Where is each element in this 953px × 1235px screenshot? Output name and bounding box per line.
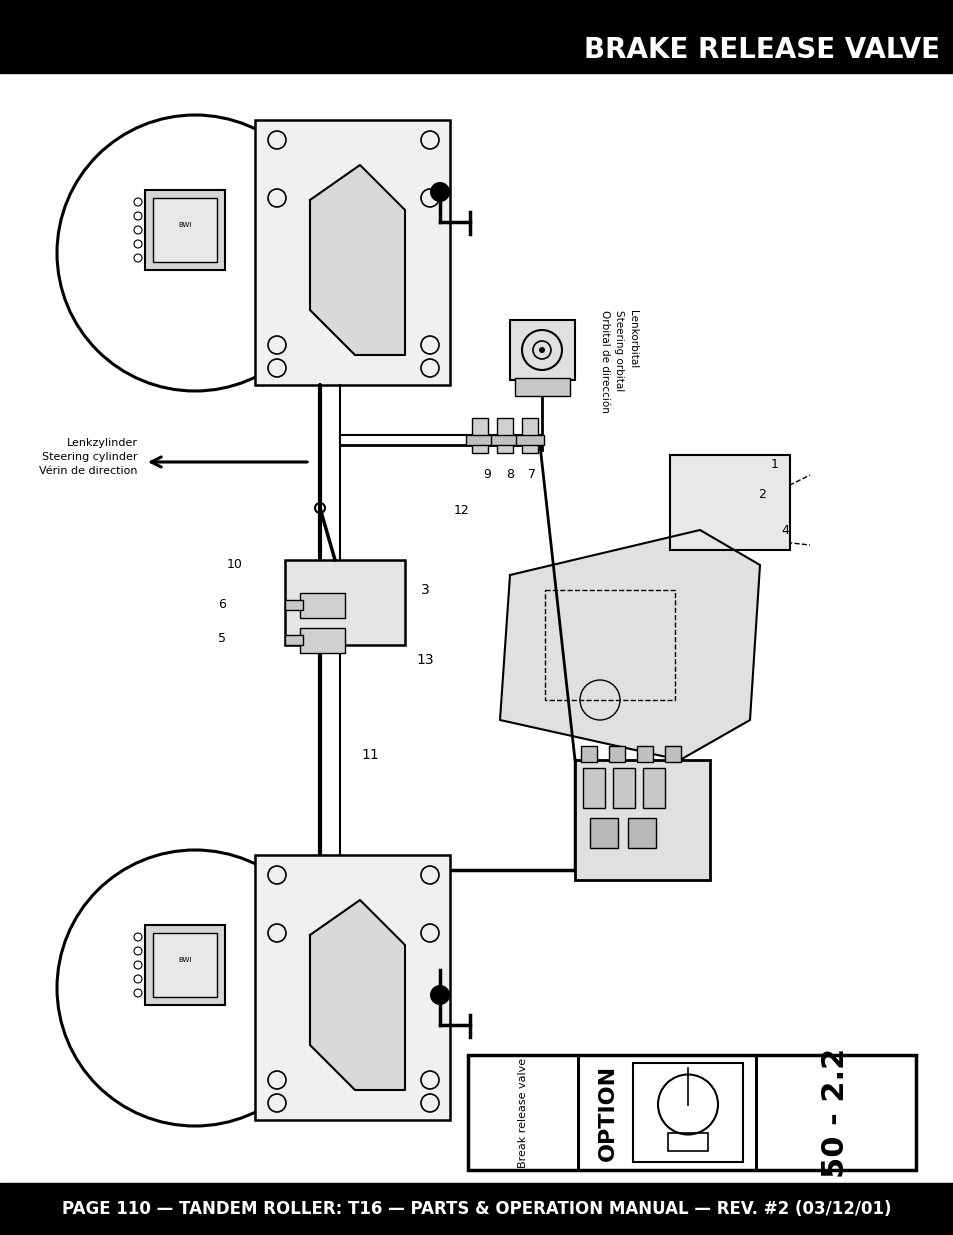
Text: 12: 12 [454, 504, 470, 516]
Circle shape [538, 347, 544, 353]
Circle shape [430, 986, 450, 1005]
Text: 11: 11 [361, 748, 378, 762]
Bar [491, 435, 518, 445]
Bar [578, 1055, 755, 1170]
Text: BWI: BWI [178, 957, 192, 963]
Bar [285, 559, 405, 645]
Text: 13: 13 [416, 653, 434, 667]
Bar [582, 768, 604, 808]
Text: 3: 3 [420, 583, 429, 597]
Bar [589, 818, 618, 848]
Text: 50 - 2.2: 50 - 2.2 [821, 1047, 850, 1178]
Polygon shape [310, 900, 405, 1091]
Text: PAGE 110 — TANDEM ROLLER: T16 — PARTS & OPERATION MANUAL — REV. #2 (03/12/01): PAGE 110 — TANDEM ROLLER: T16 — PARTS & … [62, 1200, 891, 1218]
Text: 7: 7 [527, 468, 536, 482]
Bar [0, 1183, 953, 1235]
Bar [627, 818, 656, 848]
Circle shape [430, 182, 450, 203]
Text: BRAKE RELEASE VALVE: BRAKE RELEASE VALVE [583, 36, 939, 64]
Bar [642, 768, 664, 808]
Bar [152, 198, 216, 262]
Bar [664, 746, 680, 762]
Circle shape [133, 974, 142, 983]
Bar [285, 635, 303, 645]
Text: 8: 8 [505, 468, 514, 482]
Text: 1: 1 [770, 458, 778, 472]
Circle shape [57, 115, 333, 391]
Circle shape [133, 240, 142, 248]
Bar [613, 768, 635, 808]
Circle shape [133, 198, 142, 206]
Polygon shape [499, 530, 760, 760]
Bar [667, 1132, 707, 1151]
Circle shape [133, 989, 142, 997]
Bar [285, 600, 303, 610]
Circle shape [133, 932, 142, 941]
Bar [608, 746, 624, 762]
Bar [145, 925, 225, 1005]
Circle shape [57, 850, 333, 1126]
Bar [497, 417, 513, 453]
Bar [472, 417, 488, 453]
Text: Break release valve: Break release valve [517, 1057, 527, 1167]
Text: 5: 5 [218, 631, 226, 645]
Bar [575, 760, 709, 881]
Bar [633, 1063, 742, 1162]
Bar [755, 1055, 915, 1170]
Circle shape [133, 226, 142, 233]
Text: Lenkzylinder
Steering cylinder
Vérin de direction: Lenkzylinder Steering cylinder Vérin de … [39, 438, 138, 475]
Bar [145, 190, 225, 270]
Bar [516, 435, 543, 445]
Circle shape [133, 947, 142, 955]
Polygon shape [310, 165, 405, 354]
Text: 2: 2 [758, 489, 765, 501]
Bar [669, 454, 789, 550]
Bar [299, 629, 345, 653]
Bar [510, 320, 575, 380]
Bar [637, 746, 652, 762]
Bar [299, 593, 345, 618]
Bar [152, 932, 216, 997]
Text: Lenkorbital
Steering orbital
Orbital de dirección: Lenkorbital Steering orbital Orbital de … [599, 310, 638, 412]
Text: OPTION: OPTION [598, 1065, 618, 1161]
Bar [468, 1055, 578, 1170]
Bar [254, 120, 450, 385]
Bar [515, 378, 569, 396]
Text: 6: 6 [218, 599, 226, 611]
Circle shape [133, 212, 142, 220]
Bar [465, 435, 494, 445]
Text: 9: 9 [482, 468, 491, 482]
Bar [580, 746, 597, 762]
Bar [0, 0, 953, 73]
Text: BWI: BWI [178, 222, 192, 228]
Circle shape [133, 254, 142, 262]
Circle shape [133, 961, 142, 969]
Text: 10: 10 [227, 558, 243, 572]
Text: 4: 4 [781, 524, 788, 536]
Bar [521, 417, 537, 453]
Bar [468, 1055, 915, 1170]
Bar [544, 590, 675, 700]
Bar [254, 855, 450, 1120]
